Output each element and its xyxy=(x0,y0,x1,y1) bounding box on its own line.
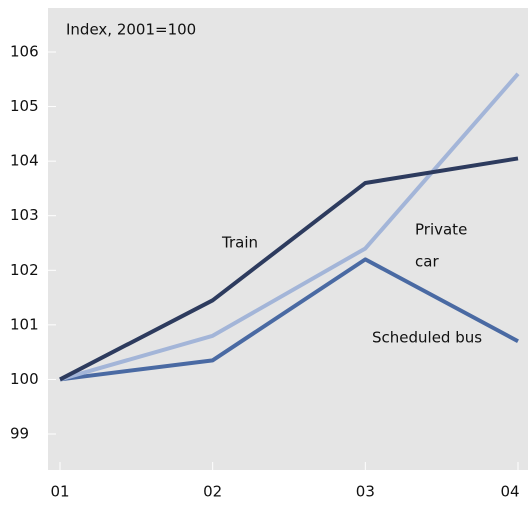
y-tick-label: 104 xyxy=(10,152,39,170)
y-tick-label: 102 xyxy=(10,261,39,279)
y-tick-label: 106 xyxy=(10,43,39,61)
plot-background xyxy=(48,8,528,470)
series-line xyxy=(59,72,520,382)
line-label: car xyxy=(415,253,439,271)
x-tick-label: 03 xyxy=(356,483,375,501)
y-axis-label: Index, 2001=100 xyxy=(66,21,196,39)
y-tick-label: 101 xyxy=(10,315,39,333)
x-tick-label: 04 xyxy=(500,483,519,501)
line-label: Scheduled bus xyxy=(372,329,482,347)
y-tick-label: 103 xyxy=(10,206,39,224)
series-line xyxy=(59,156,519,382)
line-label: Private xyxy=(415,221,467,239)
line-label: Train xyxy=(221,234,258,252)
series-line xyxy=(59,257,519,382)
y-tick-label: 105 xyxy=(10,97,39,115)
x-tick-label: 01 xyxy=(50,483,69,501)
x-tick-label: 02 xyxy=(203,483,222,501)
y-tick-label: 100 xyxy=(10,370,39,388)
y-tick-label: 99 xyxy=(10,425,29,443)
